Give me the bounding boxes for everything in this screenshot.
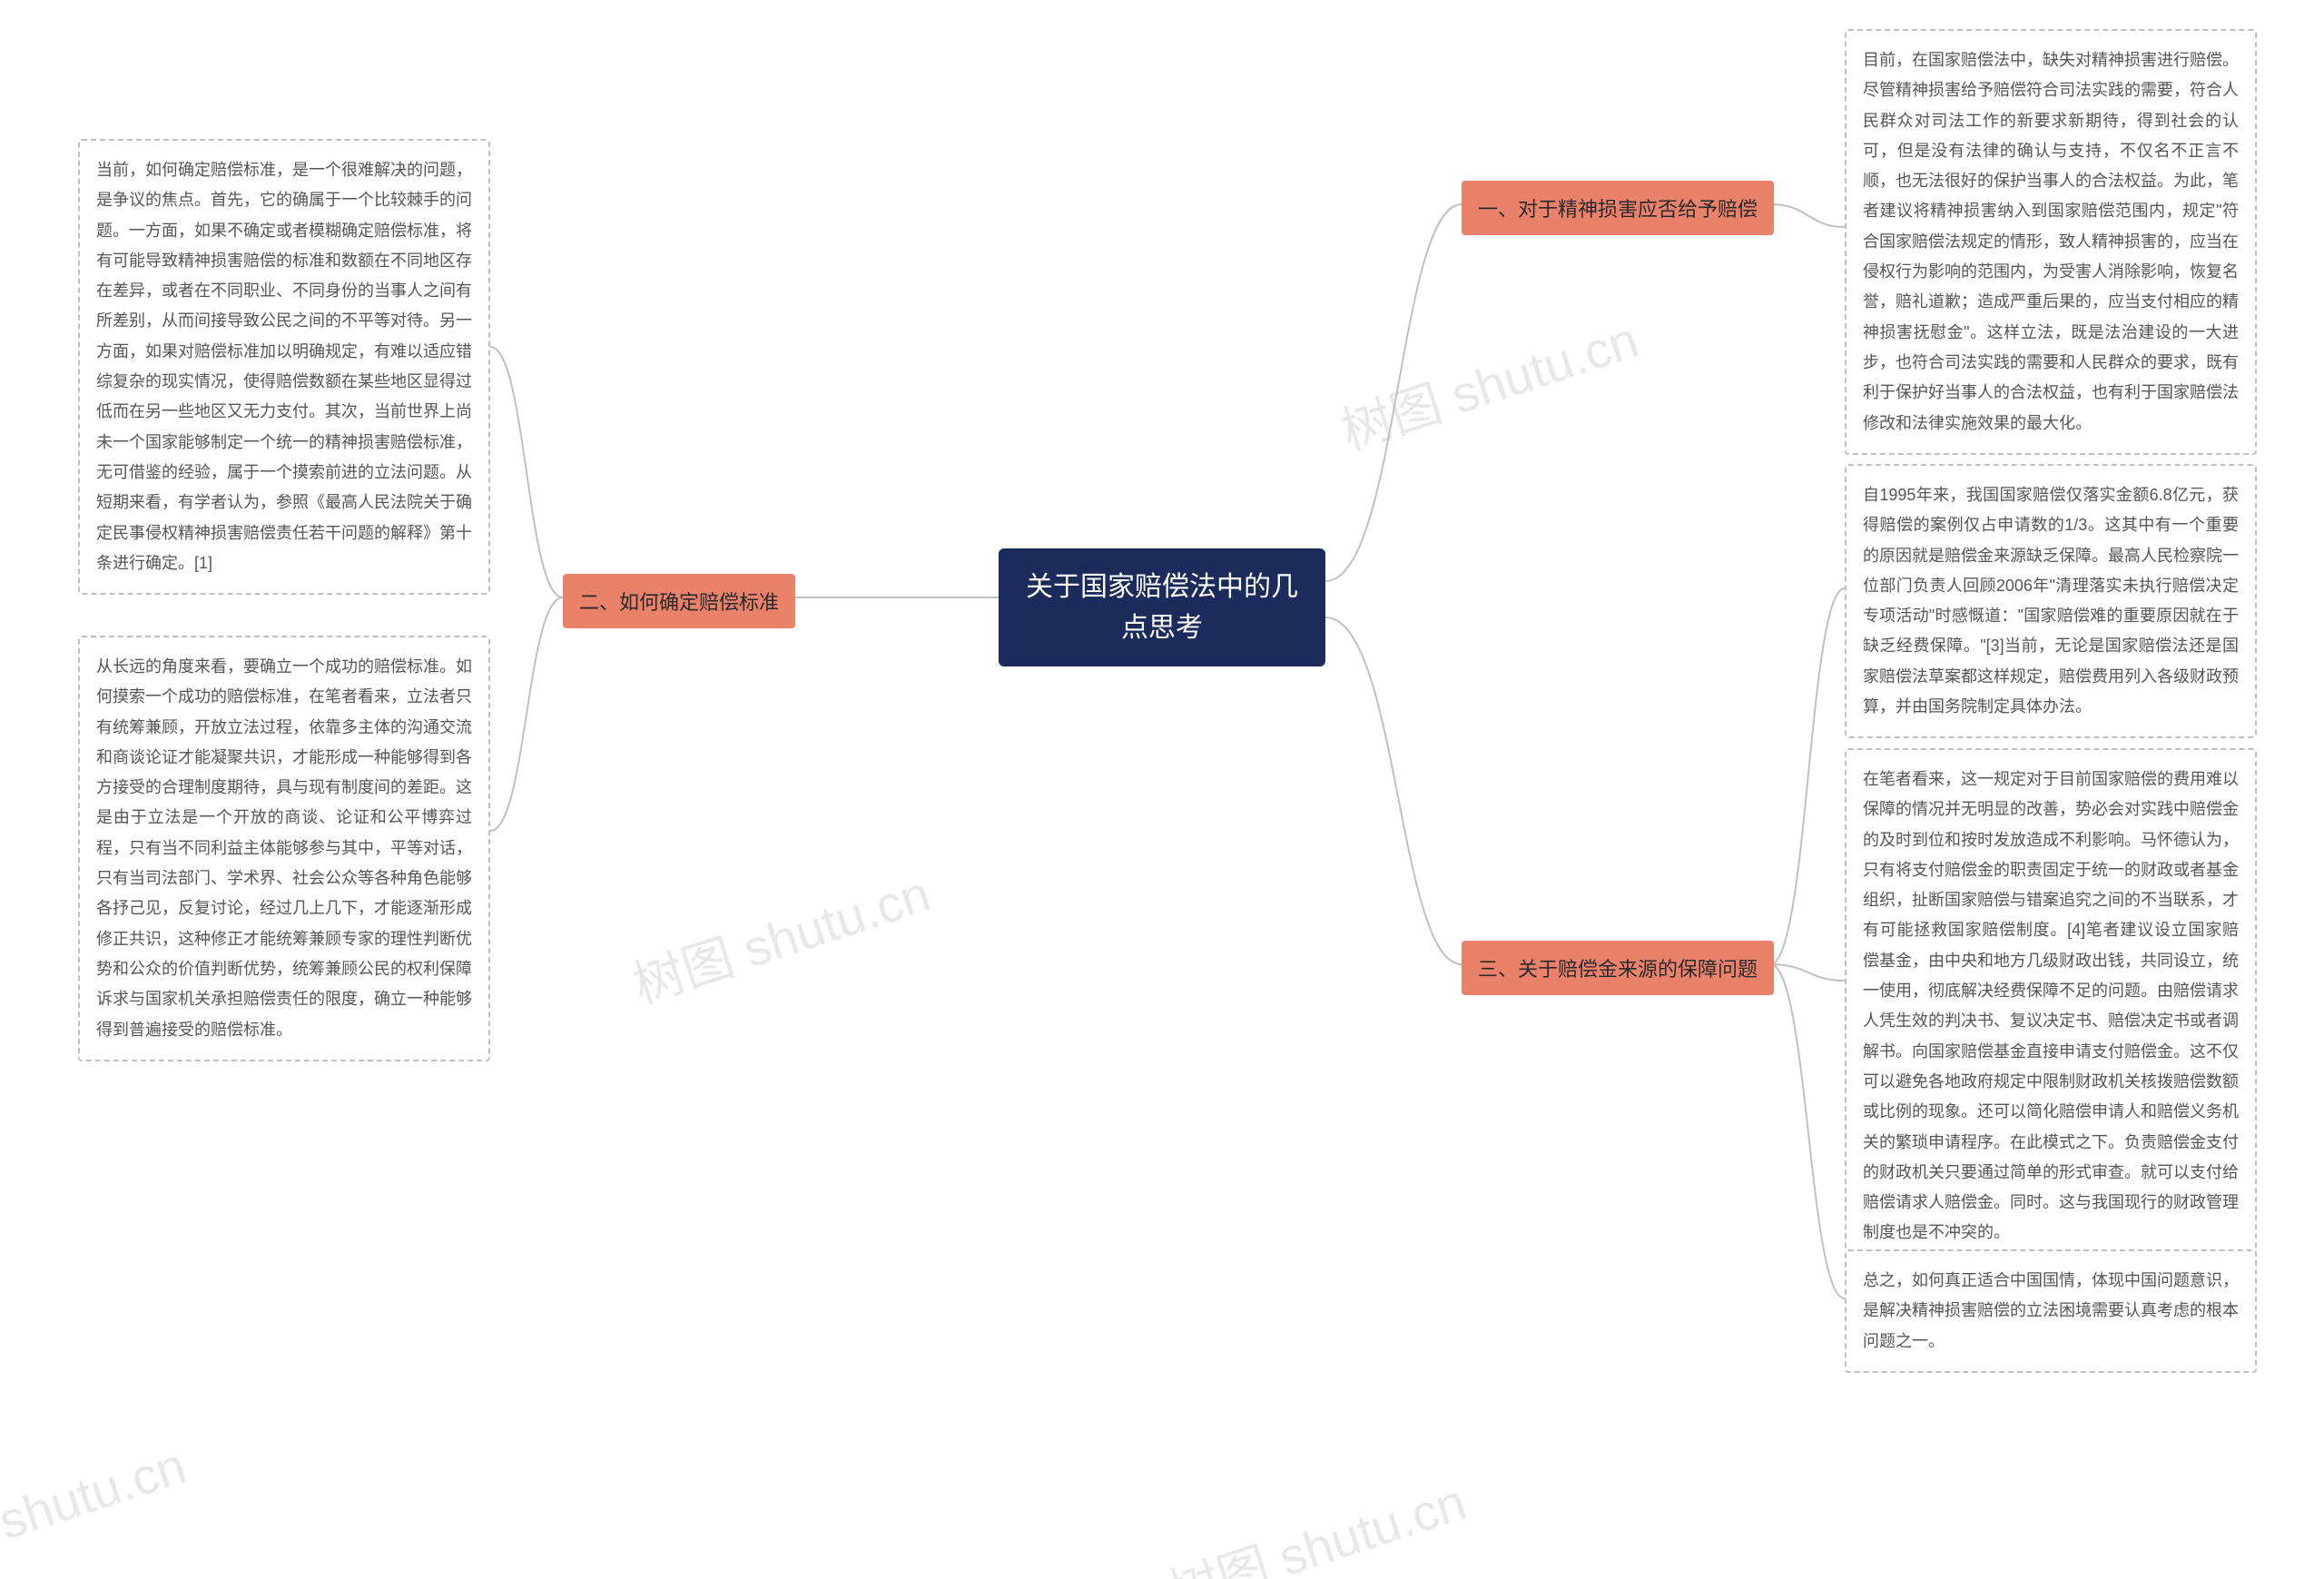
mindmap-center-node[interactable]: 关于国家赔偿法中的几点思考 — [999, 548, 1325, 666]
connector — [1770, 204, 1845, 227]
watermark: 树图 shutu.cn — [623, 854, 939, 1019]
leaf-node[interactable]: 目前，在国家赔偿法中，缺失对精神损害进行赔偿。尽管精神损害给予赔偿符合司法实践的… — [1845, 29, 2257, 455]
leaf-node[interactable]: 在笔者看来，这一规定对于目前国家赔偿的费用难以保障的情况并无明显的改善，势必会对… — [1845, 748, 2257, 1265]
connector — [490, 597, 563, 831]
connector — [1770, 964, 1845, 1298]
connector — [1325, 204, 1462, 581]
connector — [1770, 588, 1845, 964]
connector — [1325, 617, 1462, 964]
branch-node-2[interactable]: 二、如何确定赔偿标准 — [563, 574, 795, 628]
watermark: 树图 shutu.cn — [0, 1426, 193, 1579]
leaf-node[interactable]: 当前，如何确定赔偿标准，是一个很难解决的问题，是争议的焦点。首先，它的确属于一个… — [78, 139, 490, 595]
leaf-node[interactable]: 总之，如何真正适合中国国情，体现中国问题意识，是解决精神损害赔偿的立法困境需要认… — [1845, 1249, 2257, 1373]
connector — [1770, 964, 1845, 981]
watermark: 树图 shutu.cn — [1158, 1462, 1474, 1579]
leaf-node[interactable]: 自1995年来，我国国家赔偿仅落实金额6.8亿元，获得赔偿的案例仅占申请数的1/… — [1845, 464, 2257, 738]
branch-node-1[interactable]: 一、对于精神损害应否给予赔偿 — [1462, 181, 1774, 235]
branch-node-3[interactable]: 三、关于赔偿金来源的保障问题 — [1462, 941, 1774, 995]
watermark: 树图 shutu.cn — [1331, 300, 1647, 465]
leaf-node[interactable]: 从长远的角度来看，要确立一个成功的赔偿标准。如何摸索一个成功的赔偿标准，在笔者看… — [78, 636, 490, 1061]
connector — [490, 347, 563, 597]
